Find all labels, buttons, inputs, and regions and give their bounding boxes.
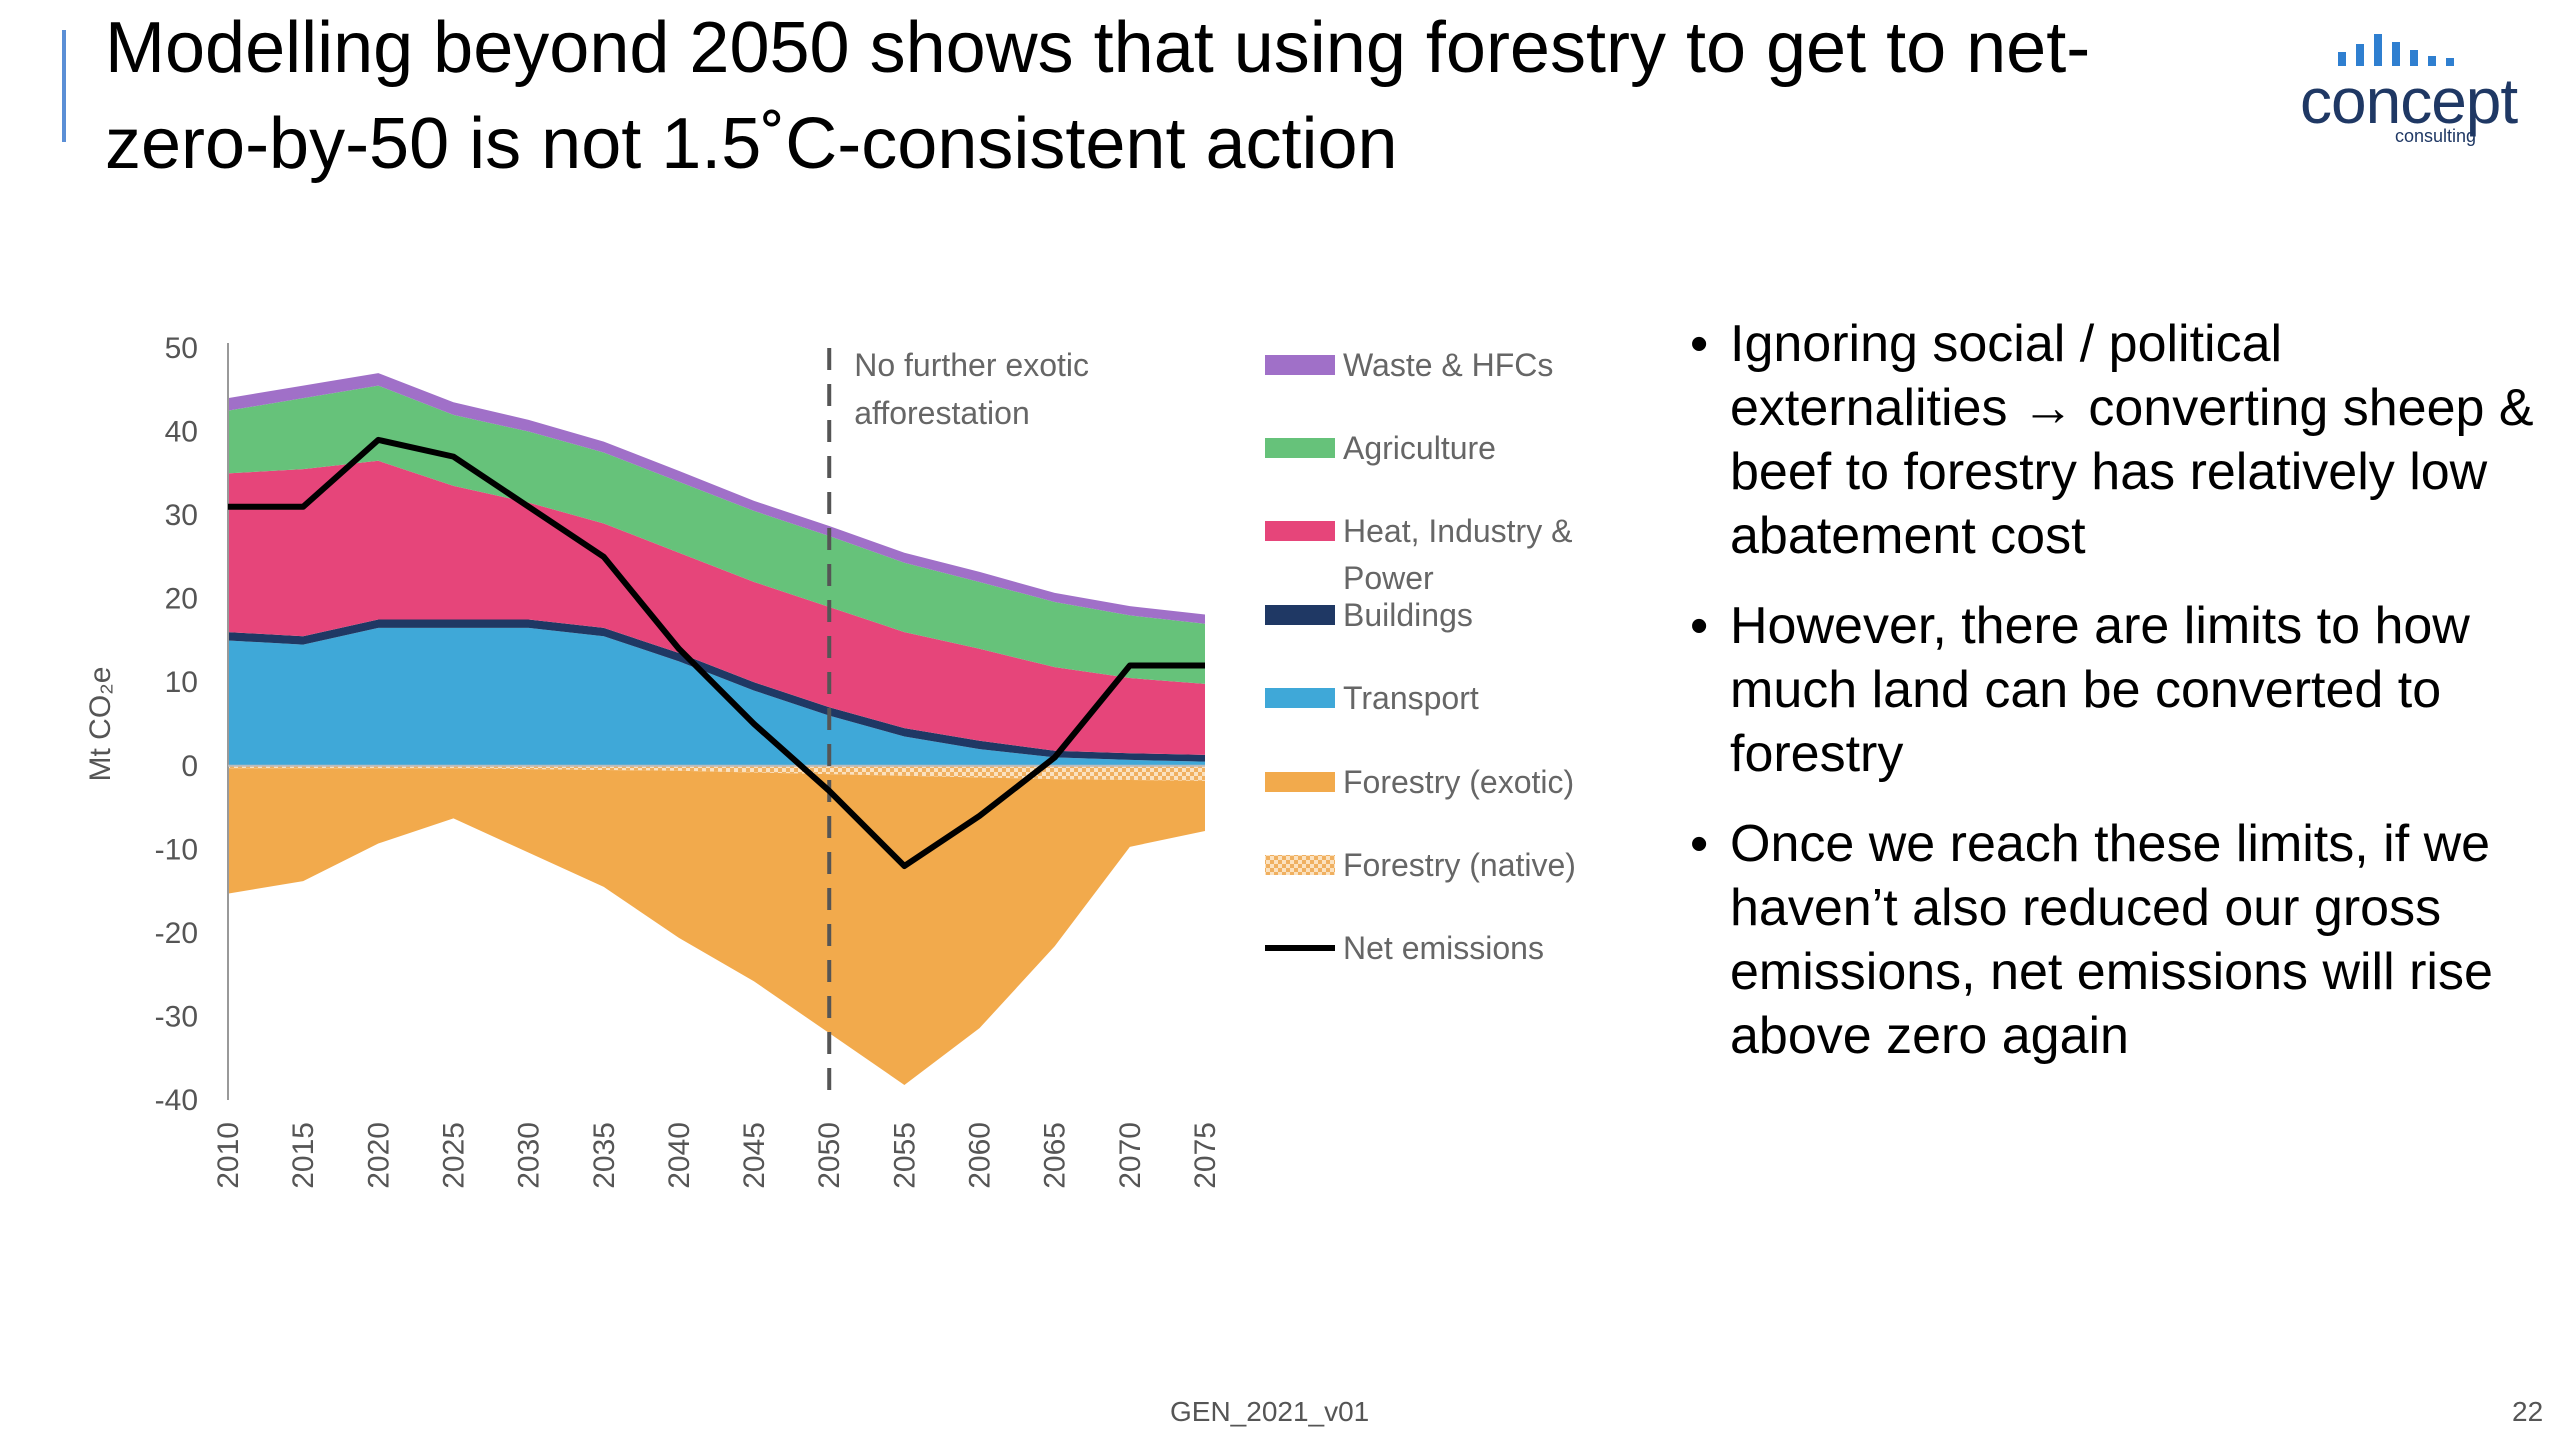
legend-label: Forestry (native) <box>1343 847 1576 883</box>
y-tick-label: -20 <box>155 917 198 950</box>
legend-label: Power <box>1343 560 1434 596</box>
area-transport <box>228 627 1205 766</box>
logo-word: concept <box>2300 65 2518 137</box>
bullet-list: Ignoring social / political externalitie… <box>1690 312 2550 1094</box>
legend-label: Heat, Industry & <box>1343 513 1572 549</box>
x-tick-label: 2075 <box>1189 1122 1222 1189</box>
y-tick-label: 20 <box>165 583 198 616</box>
legend-swatch <box>1265 605 1335 625</box>
area-buildings <box>228 619 1205 762</box>
annotation-label: No further exotic <box>854 347 1089 383</box>
company-logo: concept consulting <box>2300 28 2540 148</box>
legend-swatch <box>1265 855 1335 875</box>
x-tick-label: 2040 <box>663 1122 696 1189</box>
bullet-item: Once we reach these limits, if we haven’… <box>1690 812 2550 1068</box>
x-tick-label: 2010 <box>212 1122 245 1189</box>
legend-label: Transport <box>1343 680 1479 716</box>
footer-version: GEN_2021_v01 <box>1170 1396 1370 1427</box>
area-forestry-native <box>228 765 1205 781</box>
x-tick-label: 2015 <box>287 1122 320 1189</box>
legend-swatch <box>1265 355 1335 375</box>
x-tick-label: 2025 <box>437 1122 470 1189</box>
y-tick-label: 40 <box>165 416 198 449</box>
y-tick-label: 50 <box>165 332 198 365</box>
x-tick-label: 2035 <box>588 1122 621 1189</box>
x-tick-label: 2030 <box>513 1122 546 1189</box>
y-tick-label: 0 <box>181 750 198 783</box>
legend-swatch <box>1265 772 1335 792</box>
area-agriculture <box>228 385 1205 684</box>
x-tick-label: 2060 <box>964 1122 997 1189</box>
legend-label: Buildings <box>1343 597 1473 633</box>
bar-signal-icon <box>2338 34 2454 66</box>
legend-label: Forestry (exotic) <box>1343 764 1574 800</box>
y-tick-label: -40 <box>155 1084 198 1117</box>
slide-title: Modelling beyond 2050 shows that using f… <box>105 8 2091 184</box>
x-tick-label: 2045 <box>738 1122 771 1189</box>
x-tick-label: 2070 <box>1114 1122 1147 1189</box>
x-tick-label: 2055 <box>888 1122 921 1189</box>
net-emissions-line <box>228 436 1205 870</box>
page-number: 22 <box>2512 1396 2544 1427</box>
bullet-item: However, there are limits to how much la… <box>1690 594 2550 786</box>
x-tick-label: 2050 <box>813 1122 846 1189</box>
x-tick-label: 2020 <box>362 1122 395 1189</box>
area-heat-industry-power <box>228 460 1205 755</box>
legend-label: Waste & HFCs <box>1343 347 1553 383</box>
area-forestry-exotic <box>228 768 1205 1085</box>
y-tick-label: 30 <box>165 499 198 532</box>
title-accent-bar <box>62 30 66 142</box>
legend-swatch <box>1265 688 1335 708</box>
legend-swatch <box>1265 521 1335 541</box>
x-tick-label: 2065 <box>1039 1122 1072 1189</box>
y-tick-label: 10 <box>165 666 198 699</box>
logo-subtitle: consulting <box>2395 126 2477 146</box>
legend-label: Net emissions <box>1343 930 1544 966</box>
y-tick-label: -10 <box>155 833 198 866</box>
legend-label: Agriculture <box>1343 430 1496 466</box>
bullet-item: Ignoring social / political externalitie… <box>1690 312 2550 568</box>
annotation-label: afforestation <box>854 395 1030 431</box>
y-axis-title: Mt CO₂e <box>84 667 117 782</box>
legend-swatch <box>1265 438 1335 458</box>
y-tick-label: -30 <box>155 1000 198 1033</box>
